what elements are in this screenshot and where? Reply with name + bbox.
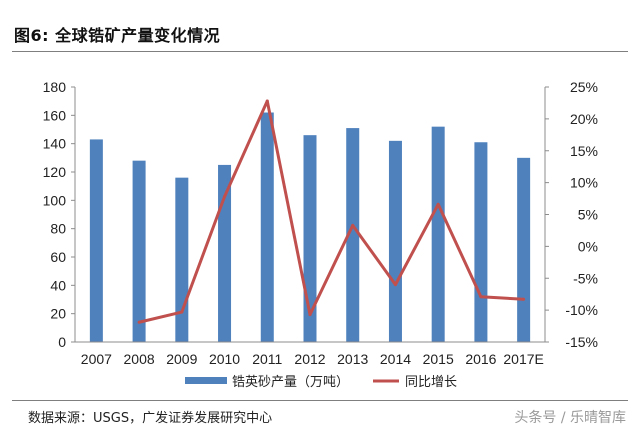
growth-point-2008 xyxy=(137,320,141,324)
growth-line-path xyxy=(138,99,524,324)
left-tick-label: 180 xyxy=(43,79,67,95)
x-axis: 2007 2008 2009 2010 2011 2012 2013 2014 2015 2016… xyxy=(75,341,545,367)
x-tick-label: 2012 xyxy=(294,351,325,367)
bar-2015 xyxy=(431,126,445,343)
left-tick-label: 60 xyxy=(50,249,66,265)
bar-2011 xyxy=(260,112,274,342)
right-tick-label: 0% xyxy=(578,238,598,254)
x-tick-label: 2015 xyxy=(423,351,454,367)
right-tick-label: -5% xyxy=(573,270,598,286)
legend-swatch-production xyxy=(185,377,227,384)
right-tick-label: -15% xyxy=(565,334,598,350)
growth-point-2009 xyxy=(180,310,184,314)
production-bars xyxy=(89,112,531,343)
growth-point-2013 xyxy=(351,223,355,227)
growth-point-2017E xyxy=(522,297,526,301)
x-tick-label: 2008 xyxy=(124,351,155,367)
source-note: 数据来源：USGS，广发证券发展研究中心 xyxy=(28,411,273,426)
right-tick-label: 25% xyxy=(570,79,598,95)
legend-label-growth: 同比增长 xyxy=(405,375,457,390)
growth-point-2015 xyxy=(436,202,440,206)
watermark: 头条号 / 乐晴智库 xyxy=(514,410,626,426)
legend-label-production: 锆英砂产量（万吨） xyxy=(232,375,349,390)
right-tick-label: 5% xyxy=(578,207,598,223)
growth-point-2012 xyxy=(308,313,312,317)
bar-2014 xyxy=(388,140,402,342)
bar-2017E xyxy=(517,157,531,342)
bar-2010 xyxy=(218,164,232,342)
growth-point-2014 xyxy=(393,283,397,287)
bar-2009 xyxy=(175,177,189,342)
bar-2008 xyxy=(132,160,146,342)
left-y-axis: 0 20 40 60 80 100 120 140 160 180 xyxy=(43,79,76,350)
x-tick-label: 2007 xyxy=(81,351,112,367)
right-tick-label: -10% xyxy=(565,302,598,318)
growth-point-2016 xyxy=(479,295,483,299)
right-tick-label: 10% xyxy=(570,175,598,191)
x-tick-label: 2013 xyxy=(337,351,368,367)
bar-2013 xyxy=(346,128,360,342)
left-tick-label: 20 xyxy=(50,306,66,322)
bar-2016 xyxy=(474,142,488,342)
left-tick-label: 0 xyxy=(58,334,66,350)
right-tick-label: 20% xyxy=(570,111,598,127)
figure-title: 图6: 全球锆矿产量变化情况 xyxy=(14,26,221,45)
left-tick-label: 40 xyxy=(50,277,66,293)
x-tick-label: 2011 xyxy=(252,351,282,367)
source-divider xyxy=(12,400,628,401)
left-tick-label: 100 xyxy=(43,192,67,208)
left-tick-label: 160 xyxy=(43,107,67,123)
right-y-axis: -15% -10% -5% 0% 5% 10% 15% 20% 25% xyxy=(544,79,598,350)
x-tick-label: 2009 xyxy=(166,351,197,367)
x-tick-label: 2016 xyxy=(465,351,496,367)
x-tick-label: 2017E xyxy=(503,351,543,367)
bar-2012 xyxy=(303,135,317,342)
title-divider xyxy=(12,51,628,52)
growth-point-2011 xyxy=(265,99,269,103)
legend: 锆英砂产量（万吨） 同比增长 xyxy=(185,375,457,390)
left-tick-label: 140 xyxy=(43,136,67,152)
left-tick-label: 80 xyxy=(50,221,66,237)
growth-point-2010 xyxy=(223,195,227,199)
left-tick-label: 120 xyxy=(43,164,67,180)
bar-2007 xyxy=(89,139,103,342)
x-tick-label: 2014 xyxy=(380,351,411,367)
growth-line xyxy=(137,99,526,324)
x-tick-label: 2010 xyxy=(209,351,240,367)
right-tick-label: 15% xyxy=(570,143,598,159)
